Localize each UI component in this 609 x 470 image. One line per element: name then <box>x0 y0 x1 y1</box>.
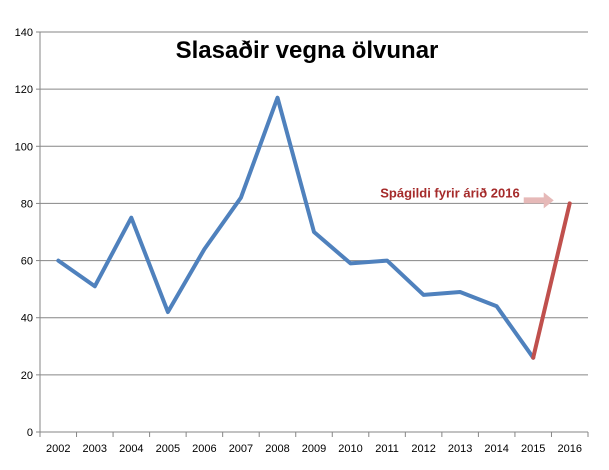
x-tick-label: 2016 <box>557 443 581 455</box>
x-tick-label: 2002 <box>46 443 70 455</box>
x-tick-label: 2009 <box>302 443 326 455</box>
x-tick-label: 2014 <box>484 443 508 455</box>
series-line <box>56 95 536 360</box>
x-tick-label: 2004 <box>119 443 143 455</box>
chart-title: Slasaðir vegna ölvunar <box>176 37 439 64</box>
x-tick-label: 2007 <box>229 443 253 455</box>
x-tick-label: 2005 <box>156 443 180 455</box>
x-tick-label: 2008 <box>265 443 289 455</box>
annotation-label: Spágildi fyrir árið 2016 <box>380 185 519 200</box>
y-tick-label: 40 <box>21 313 33 325</box>
y-tick-label: 80 <box>21 198 33 210</box>
series-lines <box>56 95 572 360</box>
y-tick-label: 60 <box>21 256 33 268</box>
y-axis-ticks: 0 20 40 60 80 100 120 140 <box>15 27 40 439</box>
x-tick-label: 2010 <box>338 443 362 455</box>
x-tick-label: 2006 <box>192 443 216 455</box>
x-tick-label: 2015 <box>521 443 545 455</box>
y-tick-label: 140 <box>15 27 33 39</box>
series-line <box>531 201 572 360</box>
x-tick-label: 2011 <box>375 443 399 455</box>
x-tick-label: 2003 <box>83 443 107 455</box>
x-tick-label: 2013 <box>448 443 472 455</box>
y-tick-label: 20 <box>21 370 33 382</box>
annotation-arrow-icon <box>523 192 554 209</box>
y-tick-label: 0 <box>27 427 33 439</box>
y-tick-label: 100 <box>15 141 33 153</box>
gridlines <box>40 31 588 376</box>
forecast-annotation: Spágildi fyrir árið 2016 <box>380 185 554 209</box>
x-axis-ticks: 2002 2003 2004 2005 2006 2007 2008 2009 2010 2011… <box>39 432 589 455</box>
x-tick-label: 2012 <box>411 443 435 455</box>
y-tick-label: 120 <box>15 84 33 96</box>
